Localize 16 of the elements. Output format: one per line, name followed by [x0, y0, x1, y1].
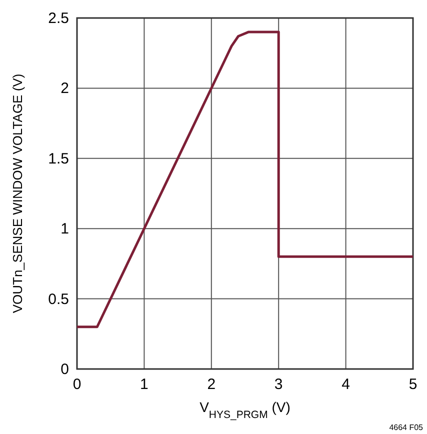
x-tick-label: 3 — [274, 376, 283, 393]
x-tick-label: 4 — [342, 376, 350, 393]
y-tick-label: 1.5 — [48, 150, 69, 168]
x-tick-label: 5 — [408, 376, 418, 393]
y-axis-title: VOUTn_SENSE WINDOW VOLTAGE (V) — [10, 74, 25, 314]
y-tick-label: 1 — [60, 220, 69, 238]
x-tick-label: 1 — [140, 376, 148, 393]
x-axis-title: V$_{HYS_PRGM}$ (V) — [200, 399, 290, 421]
y-tick-label: 2 — [60, 80, 69, 98]
x-tick-label: 2 — [207, 376, 216, 393]
y-tick-label: 0.5 — [48, 290, 69, 308]
y-tick-label: 0 — [60, 361, 69, 378]
y-tick-label: 2.5 — [48, 10, 69, 27]
line-series — [76, 30, 414, 328]
text: 4664 F05 — [389, 423, 424, 432]
x-tick-label: 0 — [72, 376, 82, 393]
